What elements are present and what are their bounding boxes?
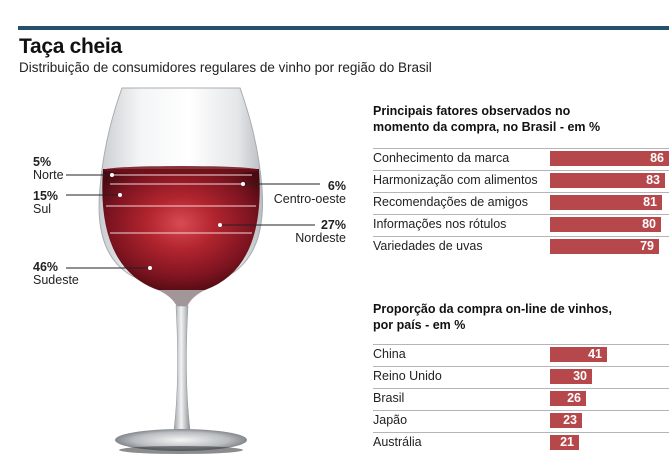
- factor-bar: 79: [550, 239, 659, 254]
- dot-norte: [110, 173, 114, 177]
- country-row: Austrália 21: [373, 432, 669, 454]
- dot-sul: [118, 193, 122, 197]
- glass-base-shadow: [119, 446, 243, 454]
- country-bar: 30: [550, 369, 592, 384]
- factor-value-label: 79: [640, 239, 654, 253]
- glass-bowl-bottom: [158, 290, 205, 310]
- country-row: Japão 23: [373, 410, 669, 432]
- country-value-label: 21: [560, 435, 574, 449]
- factor-category-label: Conhecimento da marca: [373, 151, 510, 165]
- factor-bar: 80: [550, 217, 661, 232]
- country-row: Brasil 26: [373, 388, 669, 410]
- factor-bar: 86: [550, 151, 669, 166]
- factor-row: Harmonização com alimentos 83: [373, 170, 669, 192]
- region-pct-sudeste: 46%: [33, 260, 59, 274]
- country-row: China 41: [373, 344, 669, 366]
- factor-row: Informações nos rótulos 80: [373, 214, 669, 236]
- region-label-norte: 5% Norte: [33, 156, 64, 182]
- region-pct-sul: 15%: [33, 189, 59, 203]
- factor-value-label: 81: [643, 195, 657, 209]
- top-accent-bar: [18, 26, 669, 30]
- page-subtitle: Distribuição de consumidores regulares d…: [19, 60, 432, 75]
- country-bar: 21: [550, 435, 579, 450]
- region-label-nordeste: 27% Nordeste: [256, 219, 346, 245]
- dot-nordeste: [218, 223, 222, 227]
- country-bar: 41: [550, 347, 607, 362]
- country-category-label: Reino Unido: [373, 369, 442, 383]
- factor-value-label: 86: [650, 151, 664, 165]
- country-category-label: Brasil: [373, 391, 405, 405]
- country-row-divider: [373, 410, 669, 411]
- factors-section-title: Principais fatores observados no momento…: [373, 104, 601, 134]
- factor-row: Variedades de uvas 79: [373, 236, 669, 258]
- factor-category-label: Informações nos rótulos: [373, 217, 507, 231]
- country-row-divider: [373, 432, 669, 433]
- dot-sudeste: [148, 266, 152, 270]
- country-category-label: Japão: [373, 413, 408, 427]
- wine-surface: [103, 166, 259, 174]
- region-name-centro-oeste: Centro-oeste: [273, 192, 346, 206]
- dot-centro-oeste: [241, 182, 245, 186]
- region-name-sul: Sul: [33, 202, 52, 216]
- factor-bar: 81: [550, 195, 662, 210]
- wine-fill: [102, 169, 260, 290]
- country-category-label: China: [373, 347, 406, 361]
- country-category-label: Austrália: [373, 435, 422, 449]
- factor-row-divider: [373, 148, 669, 149]
- region-label-sul: 15% Sul: [33, 190, 58, 216]
- country-value-label: 23: [563, 413, 577, 427]
- factor-value-label: 80: [642, 217, 656, 231]
- country-value-label: 26: [567, 391, 581, 405]
- online-section-title: Proporção da compra on-line de vinhos, p…: [373, 302, 612, 332]
- factor-bar: 83: [550, 173, 665, 188]
- factor-row: Conhecimento da marca 86: [373, 148, 669, 170]
- country-value-label: 30: [573, 369, 587, 383]
- region-pct-nordeste: 27%: [320, 218, 346, 232]
- factor-category-label: Harmonização com alimentos: [373, 173, 538, 187]
- country-value-label: 41: [588, 347, 602, 361]
- country-row: Reino Unido 30: [373, 366, 669, 388]
- factor-category-label: Recomendações de amigos: [373, 195, 528, 209]
- glass-base: [115, 429, 247, 451]
- region-pct-norte: 5%: [33, 155, 52, 169]
- factor-category-label: Variedades de uvas: [373, 239, 483, 253]
- factor-row: Recomendações de amigos 81: [373, 192, 669, 214]
- region-name-norte: Norte: [33, 168, 64, 182]
- region-pct-centro-oeste: 6%: [327, 179, 346, 193]
- wine-glass-chart: 5% Norte 15% Sul 6% Centro-oeste 27% Nor…: [0, 78, 360, 468]
- country-bar: 23: [550, 413, 582, 428]
- factor-row-divider: [373, 236, 669, 237]
- region-label-sudeste: 46% Sudeste: [33, 261, 79, 287]
- factor-row-divider: [373, 214, 669, 215]
- region-label-centro-oeste: 6% Centro-oeste: [256, 180, 346, 206]
- wine-glass-graphic: [66, 87, 320, 454]
- country-row-divider: [373, 344, 669, 345]
- glass-stem: [173, 305, 191, 431]
- factor-row-divider: [373, 192, 669, 193]
- region-name-sudeste: Sudeste: [33, 273, 79, 287]
- page-title: Taça cheia: [19, 35, 122, 58]
- factor-row-divider: [373, 170, 669, 171]
- country-bar: 26: [550, 391, 586, 406]
- region-name-nordeste: Nordeste: [295, 231, 346, 245]
- country-row-divider: [373, 366, 669, 367]
- factor-value-label: 83: [646, 173, 660, 187]
- country-row-divider: [373, 388, 669, 389]
